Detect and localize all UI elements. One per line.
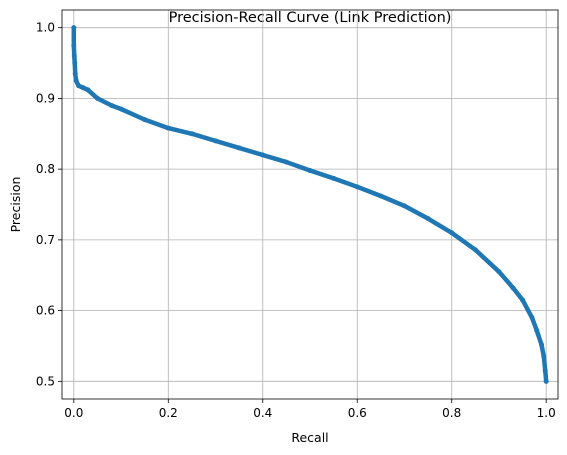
- data-point: [472, 247, 478, 253]
- data-point: [165, 125, 171, 131]
- data-point: [534, 327, 540, 333]
- y-tick-label: 0.5: [36, 374, 55, 388]
- data-point: [331, 175, 337, 181]
- data-point: [85, 87, 91, 93]
- y-tick-label: 0.8: [36, 162, 55, 176]
- x-tick-label: 0.8: [442, 406, 461, 420]
- data-point: [80, 85, 86, 91]
- data-point: [496, 269, 502, 275]
- data-point: [449, 230, 455, 236]
- data-point: [378, 193, 384, 199]
- grid: [62, 10, 558, 399]
- data-point: [71, 25, 77, 31]
- data-point: [73, 78, 79, 84]
- x-axis: 0.0 0.2 0.4 0.6 0.8 1.0: [64, 399, 556, 420]
- data-point: [76, 83, 82, 89]
- y-axis: 0.5 0.6 0.7 0.8 0.9 1.0: [36, 21, 62, 388]
- data-point: [510, 285, 516, 291]
- x-tick-label: 0.6: [348, 406, 367, 420]
- data-point: [71, 53, 77, 59]
- data-point: [94, 95, 100, 101]
- data-point: [72, 60, 78, 66]
- data-point: [213, 138, 219, 144]
- series-layer: [71, 25, 549, 384]
- chart-title: Precision-Recall Curve (Link Prediction): [169, 10, 452, 26]
- data-point: [542, 368, 548, 374]
- data-point: [425, 216, 431, 222]
- y-axis-label: Precision: [8, 177, 23, 233]
- data-point: [118, 106, 124, 112]
- y-tick-label: 0.7: [36, 233, 55, 247]
- data-point: [189, 131, 195, 137]
- data-point: [142, 117, 148, 123]
- data-point: [354, 184, 360, 190]
- x-tick-label: 1.0: [537, 406, 556, 420]
- x-tick-label: 0.2: [159, 406, 178, 420]
- data-point: [541, 354, 547, 360]
- data-point: [538, 342, 544, 348]
- data-point: [529, 315, 535, 321]
- y-tick-label: 1.0: [36, 21, 55, 35]
- data-point: [283, 159, 289, 165]
- data-point: [260, 152, 266, 158]
- plot-frame: [61, 9, 559, 400]
- data-point: [543, 378, 549, 384]
- x-tick-label: 0.0: [64, 406, 83, 420]
- x-tick-label: 0.4: [253, 406, 272, 420]
- data-point: [236, 145, 242, 151]
- data-point: [72, 71, 78, 77]
- data-point: [71, 42, 77, 48]
- x-axis-label: Recall: [291, 430, 328, 445]
- data-point: [307, 168, 313, 174]
- y-tick-label: 0.9: [36, 91, 55, 105]
- y-tick-label: 0.6: [36, 304, 55, 318]
- data-point: [520, 297, 526, 303]
- data-point: [109, 102, 115, 108]
- data-point: [401, 203, 407, 209]
